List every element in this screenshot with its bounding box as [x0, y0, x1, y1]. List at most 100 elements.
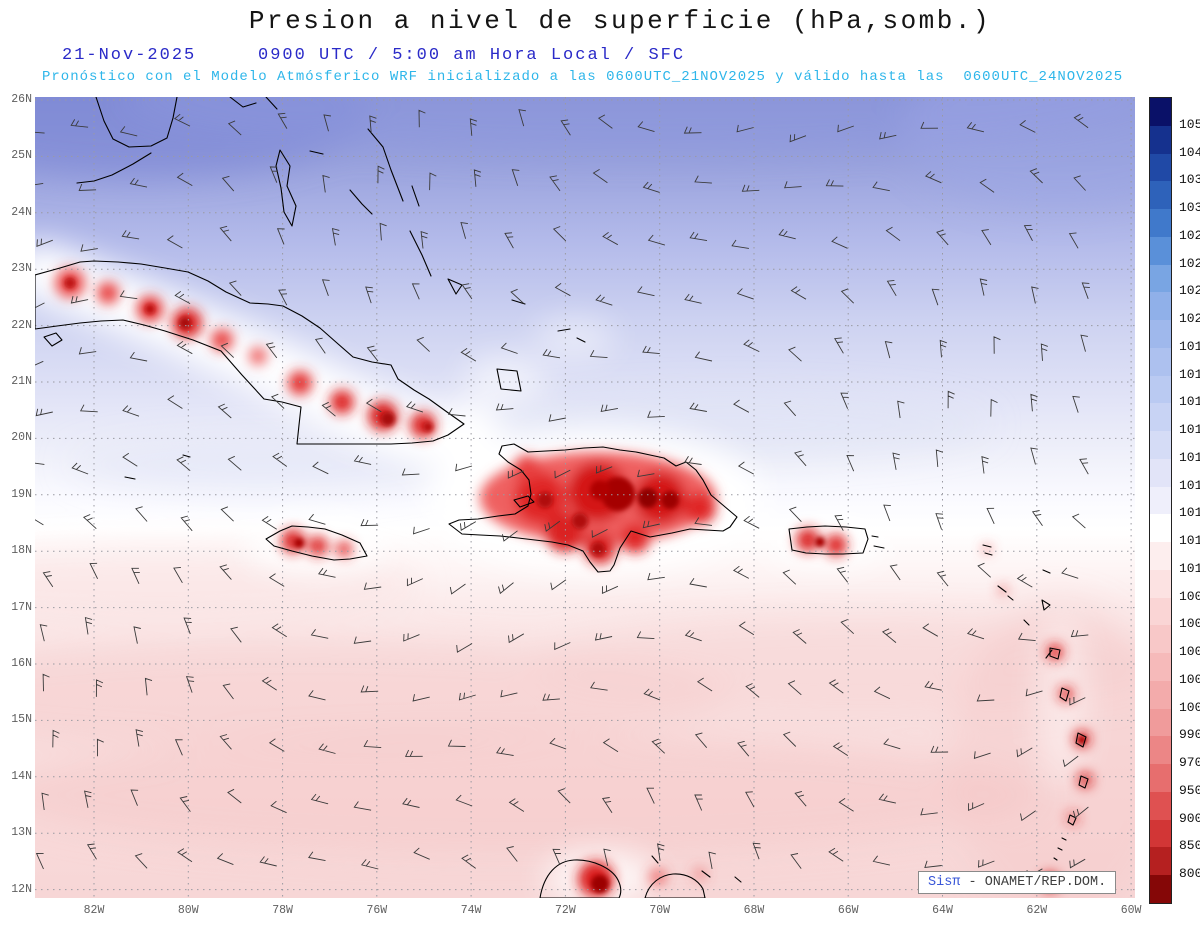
colorbar-segment — [1150, 153, 1171, 182]
cuba-coastline — [35, 260, 465, 445]
isle-of-youth — [43, 332, 63, 347]
colorbar-tick-label: 1018 — [1179, 366, 1200, 382]
colorbar-tick-label: 1050 — [1179, 116, 1200, 132]
lat-tick-label: 23N — [11, 262, 32, 276]
colorbar-tick-label: 1008 — [1179, 588, 1200, 604]
jamaica-coastline — [265, 525, 368, 561]
cayman-islands — [124, 454, 191, 480]
lat-tick-label: 15N — [11, 713, 32, 727]
lat-tick-label: 14N — [11, 769, 32, 783]
colorbar-tick-label: 1030 — [1179, 200, 1200, 216]
map-plot-area — [35, 97, 1135, 898]
lat-tick-label: 13N — [11, 826, 32, 840]
lat-tick-label: 16N — [11, 657, 32, 670]
forecast-date: 21-Nov-2025 — [62, 46, 197, 65]
lesser-antilles-islands — [982, 544, 1089, 890]
page-title: Presion a nivel de superficie (hPa,somb.… — [248, 6, 992, 36]
colorbar-segment — [1150, 764, 1171, 792]
colorbar-tick-label: 1022 — [1179, 283, 1200, 299]
colorbar-tick-label: 1013 — [1179, 505, 1200, 521]
colorbar-tick-label: 1012 — [1179, 533, 1200, 549]
colorbar-segment — [1150, 320, 1171, 348]
colorbar-tick-label: 850 — [1179, 838, 1200, 854]
colorbar-segment — [1150, 209, 1171, 237]
colorbar-segment — [1150, 431, 1171, 459]
colorbar-tick-label: 1020 — [1179, 311, 1200, 327]
low-pressure-dark-cores — [64, 277, 1086, 893]
watermark-brand: Sisπ — [928, 875, 961, 890]
lon-tick-label: 62W — [1026, 904, 1048, 917]
florida-coastline — [95, 97, 178, 148]
lat-tick-label: 19N — [11, 487, 32, 501]
colorbar-segment — [1150, 680, 1171, 709]
colorbar-tick-label: 990 — [1179, 727, 1200, 743]
colorbar-tick-label: 800 — [1179, 866, 1200, 882]
lat-tick-label: 26N — [11, 93, 32, 106]
lat-tick-label: 18N — [11, 544, 32, 558]
puerto-rico-coastline — [788, 525, 885, 555]
forecast-model-line: Pronóstico con el Modelo Atmósferico WRF… — [42, 69, 1124, 85]
colorbar-tick-label: 950 — [1179, 782, 1200, 798]
colorbar-segment — [1150, 847, 1171, 875]
colorbar-tick-label: 1025 — [1179, 255, 1200, 271]
lat-tick-label: 17N — [11, 600, 32, 614]
lon-tick-label: 82W — [83, 904, 105, 917]
colorbar-segment — [1150, 403, 1171, 431]
lon-tick-label: 66W — [837, 904, 859, 917]
colorbar-segment — [1150, 653, 1171, 681]
colorbar-segment — [1150, 181, 1171, 209]
colorbar-segment — [1150, 486, 1171, 515]
pressure-colorbar: 1050 1040 1035 1030 1028 1025 1022 1020 1019 1018… — [1149, 97, 1200, 906]
colorbar-segment — [1150, 569, 1171, 598]
lat-tick-label: 25N — [11, 149, 32, 163]
lat-tick-label: 12N — [11, 882, 32, 896]
lat-tick-label: 24N — [11, 205, 32, 219]
colorbar-tick-label: 1006 — [1179, 616, 1200, 632]
colorbar-tick-label: 1000 — [1179, 699, 1200, 715]
colorbar-tick-label: 1019 — [1179, 338, 1200, 354]
colorbar-segment — [1150, 264, 1171, 293]
colorbar-tick-label: 1016 — [1179, 422, 1200, 438]
watermark-text: - ONAMET/REP.DOM. — [960, 875, 1107, 890]
lon-tick-label: 68W — [743, 904, 765, 917]
colorbar-segment — [1150, 597, 1171, 626]
colorbar-segment — [1150, 819, 1171, 848]
lon-tick-label: 76W — [366, 904, 388, 917]
colorbar-segment — [1150, 736, 1171, 764]
colorbar-segment — [1150, 875, 1171, 903]
lon-tick-label: 60W — [1120, 904, 1142, 917]
colorbar-tick-label: 1014 — [1179, 477, 1200, 493]
pressure-field-background — [35, 97, 1135, 898]
florida-keys — [76, 152, 152, 184]
lon-tick-label: 72W — [555, 904, 576, 917]
lat-tick-label: 22N — [11, 318, 32, 332]
lon-tick-label: 70W — [649, 904, 671, 917]
colorbar-tick-label: 1017 — [1179, 394, 1200, 410]
colorbar-tick-label: 1028 — [1179, 227, 1200, 243]
lat-tick-label: 21N — [11, 375, 32, 388]
coastlines — [35, 97, 1089, 898]
pressure-shading-bands — [35, 97, 1135, 898]
colorbar-tick-label: 1035 — [1179, 172, 1200, 188]
lat-tick-label: 20N — [11, 431, 32, 445]
south-america-coastline — [539, 855, 742, 898]
colorbar-segment — [1150, 708, 1171, 737]
colorbar-segment — [1150, 98, 1171, 126]
forecast-time: 0900 UTC / 5:00 am Hora Local / SFC — [258, 46, 686, 65]
low-pressure-white-halos — [35, 243, 1088, 898]
colorbar-segment — [1150, 542, 1171, 570]
grid-lines — [35, 97, 1135, 898]
colorbar-segment — [1150, 236, 1171, 265]
colorbar-tick-label: 970 — [1179, 755, 1200, 771]
lon-tick-label: 78W — [272, 904, 293, 917]
colorbar-segment — [1150, 292, 1171, 320]
wind-barbs — [35, 109, 1090, 878]
lon-tick-label: 64W — [932, 904, 953, 917]
colorbar-segment — [1150, 125, 1171, 154]
colorbar-tick-label: 1010 — [1179, 560, 1200, 576]
colorbar-segment — [1150, 347, 1171, 376]
colorbar-segment — [1150, 458, 1171, 487]
watermark: Sisπ - ONAMET/REP.DOM. — [918, 871, 1117, 894]
